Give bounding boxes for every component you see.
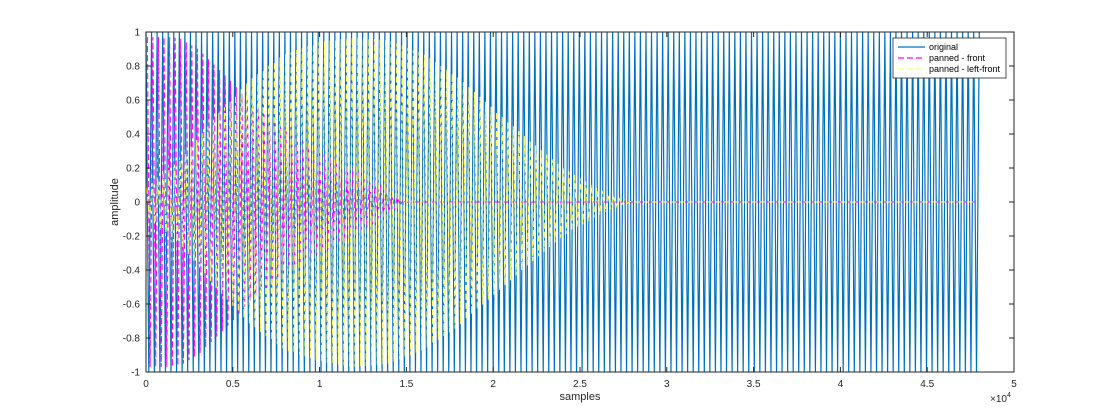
y-tick-label: 0 — [134, 198, 140, 209]
x-tick-label: 4.5 — [920, 379, 934, 390]
x-tick-label: 0.5 — [226, 379, 240, 390]
y-tick-label: -0.4 — [123, 266, 141, 277]
y-tick-label: -1 — [131, 368, 140, 379]
y-axis-label: amplitude — [109, 178, 121, 226]
y-tick-label: 0.4 — [126, 130, 140, 141]
y-tick-label: 0.2 — [126, 164, 140, 175]
legend-label-1: panned - front — [929, 53, 986, 63]
legend-label-2: panned - left-front — [929, 64, 1001, 74]
x-tick-label: 4 — [838, 379, 844, 390]
x-tick-label: 5 — [1011, 379, 1017, 390]
x-tick-label: 1.5 — [399, 379, 413, 390]
y-tick-label: 0.6 — [126, 96, 140, 107]
x-tick-label: 3.5 — [747, 379, 761, 390]
x-tick-label: 3 — [664, 379, 670, 390]
y-tick-label: -0.2 — [123, 232, 141, 243]
axes-layer: 0 0.5 1 1.5 2 2.5 3 3.5 4 4.5 5 -1 -0.8 -0.6 -0.4 -0.2 0… — [123, 28, 1017, 391]
series-line-2 — [146, 37, 978, 367]
y-tick-label: -0.8 — [123, 334, 141, 345]
x-tick-label: 1 — [317, 379, 323, 390]
series-line-1 — [146, 37, 978, 367]
x-tick-label: 2.5 — [573, 379, 587, 390]
legend-label-0: original — [929, 42, 958, 52]
x-axis-exponent: ×104 — [990, 392, 1011, 405]
y-tick-label: 0.8 — [126, 62, 140, 73]
x-tick-label: 2 — [490, 379, 496, 390]
y-tick-label: -0.6 — [123, 300, 141, 311]
x-axis-label: samples — [560, 391, 601, 403]
y-tick-label: 1 — [134, 28, 140, 39]
x-tick-label: 0 — [143, 379, 149, 390]
